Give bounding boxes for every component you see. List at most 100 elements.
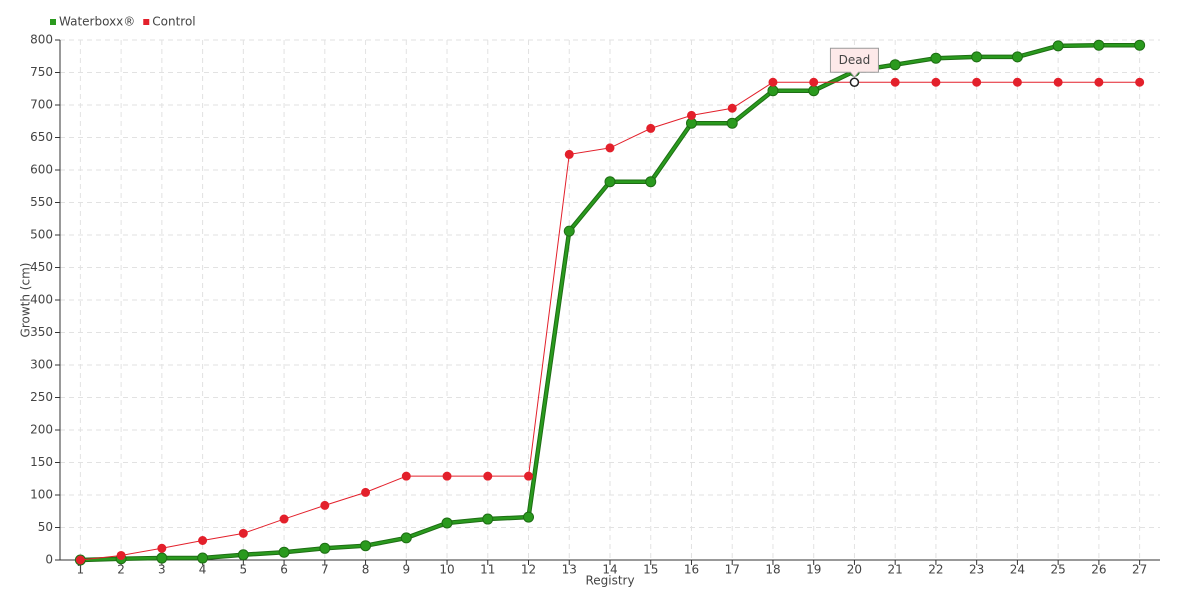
annotation-box — [829, 47, 879, 79]
x-tick-label: 9 — [402, 563, 410, 577]
x-tick-label: 27 — [1132, 563, 1147, 577]
data-point — [361, 487, 371, 497]
y-tick-label: 50 — [38, 520, 53, 534]
data-point — [645, 176, 657, 188]
x-tick-label: 13 — [562, 563, 577, 577]
data-point — [442, 471, 452, 481]
data-point — [1134, 39, 1146, 51]
data-point — [1053, 77, 1063, 87]
data-point — [441, 517, 453, 529]
data-point — [75, 555, 85, 565]
data-point — [116, 550, 126, 560]
x-tick-label: 11 — [480, 563, 495, 577]
data-point — [1094, 77, 1104, 87]
data-point — [1052, 40, 1064, 52]
x-tick-label: 2 — [117, 563, 125, 577]
y-tick-label: 800 — [30, 33, 53, 47]
data-point — [483, 471, 493, 481]
y-tick-label: 650 — [30, 130, 53, 144]
data-point — [320, 500, 330, 510]
data-point — [1135, 77, 1145, 87]
data-point — [197, 552, 209, 564]
data-point — [1093, 39, 1105, 51]
x-tick-label: 7 — [321, 563, 329, 577]
data-point — [278, 546, 290, 558]
data-point — [482, 513, 494, 525]
x-tick-label: 8 — [362, 563, 370, 577]
data-point — [279, 514, 289, 524]
data-point — [156, 552, 168, 564]
y-tick-label: 350 — [30, 325, 53, 339]
y-tick-label: 200 — [30, 423, 53, 437]
y-tick-label: 450 — [30, 260, 53, 274]
x-tick-label: 23 — [969, 563, 984, 577]
data-point — [890, 77, 900, 87]
data-point — [401, 471, 411, 481]
data-point — [930, 52, 942, 64]
data-point — [1011, 51, 1023, 63]
data-point — [605, 143, 615, 153]
y-tick-label: 0 — [45, 553, 53, 567]
data-point — [849, 77, 860, 87]
data-point — [198, 536, 208, 545]
x-tick-label: 3 — [158, 563, 166, 577]
legend-label: Control — [152, 15, 195, 29]
y-tick-label: 500 — [30, 228, 53, 242]
x-axis-label: Registry — [585, 574, 634, 588]
data-point — [767, 85, 779, 97]
y-tick-label: 250 — [30, 390, 53, 404]
x-tick-label: 5 — [240, 563, 248, 577]
data-point — [646, 123, 656, 133]
x-tick-label: 19 — [806, 563, 821, 577]
data-point — [972, 77, 982, 87]
data-point — [564, 149, 574, 159]
data-point — [400, 532, 412, 544]
data-point — [237, 549, 249, 561]
y-tick-label: 550 — [30, 195, 53, 209]
y-tick-label: 150 — [30, 455, 53, 469]
data-point — [809, 77, 819, 87]
x-tick-label: 1 — [77, 563, 85, 577]
annotation-text: Dead — [839, 53, 871, 67]
y-axis-label: Growth (cm) — [19, 263, 33, 338]
data-point — [931, 77, 941, 87]
x-tick-label: 12 — [521, 563, 536, 577]
data-point — [889, 59, 901, 71]
x-tick-label: 26 — [1091, 563, 1106, 577]
y-tick-label: 400 — [30, 293, 53, 307]
data-point — [238, 528, 248, 538]
y-tick-label: 600 — [30, 163, 53, 177]
x-tick-label: 17 — [725, 563, 740, 577]
data-point — [360, 540, 372, 552]
data-point — [727, 103, 737, 113]
y-tick-label: 100 — [30, 488, 53, 502]
data-point — [563, 225, 575, 237]
x-tick-label: 22 — [928, 563, 943, 577]
data-point — [768, 77, 778, 87]
x-tick-label: 6 — [280, 563, 288, 577]
legend: Waterboxx® Control — [50, 15, 196, 29]
data-point — [604, 176, 616, 188]
legend-label: Waterboxx® — [59, 15, 135, 29]
x-tick-label: 4 — [199, 563, 207, 577]
x-tick-label: 21 — [888, 563, 903, 577]
data-point — [523, 511, 535, 523]
data-point — [686, 110, 696, 120]
legend-swatch — [143, 19, 150, 25]
x-tick-label: 15 — [643, 563, 658, 577]
x-tick-label: 16 — [684, 563, 699, 577]
y-tick-label: 750 — [30, 65, 53, 79]
data-point — [319, 542, 331, 554]
y-tick-label: 300 — [30, 358, 53, 372]
legend-swatch — [50, 19, 56, 25]
x-tick-label: 24 — [1010, 563, 1025, 577]
data-point — [726, 117, 738, 129]
x-tick-label: 25 — [1051, 563, 1066, 577]
y-tick-label: 700 — [30, 98, 53, 112]
data-point — [808, 85, 820, 97]
x-tick-label: 20 — [847, 563, 862, 577]
data-point — [1012, 77, 1022, 87]
annotation: Dead — [829, 47, 879, 79]
x-tick-label: 10 — [439, 563, 454, 577]
